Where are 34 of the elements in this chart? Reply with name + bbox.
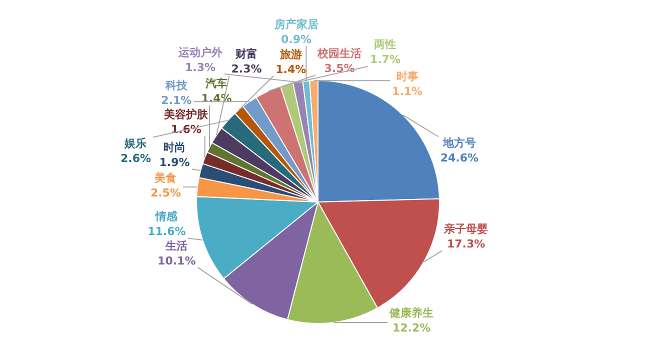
slice-label: 旅游 (278, 48, 302, 61)
slice-label: 情感 (154, 210, 179, 224)
slice-label: 房产家居 (273, 18, 318, 31)
data-label: 2.1% (161, 94, 192, 107)
data-label: 11.6% (148, 225, 186, 238)
slice-label: 生活 (164, 239, 188, 252)
data-label: 1.1% (392, 85, 423, 98)
slice-label: 运动户外 (177, 46, 224, 59)
data-label: 1.3% (184, 60, 216, 74)
data-label: 10.1% (158, 254, 196, 268)
data-label: 2.3% (231, 62, 262, 76)
data-label: 12.2% (392, 322, 431, 335)
slice-label: 时尚 (164, 141, 186, 154)
slice-label: 时事 (396, 70, 418, 84)
slice-label: 美食 (154, 172, 177, 184)
slice-label: 两性 (373, 38, 396, 52)
data-label: 1.4% (276, 62, 306, 76)
slice-label: 科技 (164, 78, 188, 92)
data-label: 2.6% (120, 152, 151, 166)
data-label: 24.6% (440, 151, 478, 164)
data-label: 0.9% (281, 32, 312, 46)
slice-label: 财富 (234, 48, 258, 61)
data-label: 1.7% (370, 53, 400, 66)
data-label: 2.5% (150, 186, 181, 200)
slice-label: 地方号 (442, 136, 476, 150)
data-label: 1.9% (159, 156, 190, 169)
data-label: 17.3% (446, 238, 486, 251)
data-label: 3.5% (324, 62, 355, 76)
slice-label: 校园生活 (316, 47, 362, 60)
slice-label: 汽车 (204, 77, 228, 90)
slice-label: 美容护肤 (163, 108, 210, 121)
slice-label: 健康养生 (388, 306, 434, 320)
slice-label: 亲子母婴 (443, 222, 488, 236)
slice-label: 娱乐 (124, 137, 147, 150)
